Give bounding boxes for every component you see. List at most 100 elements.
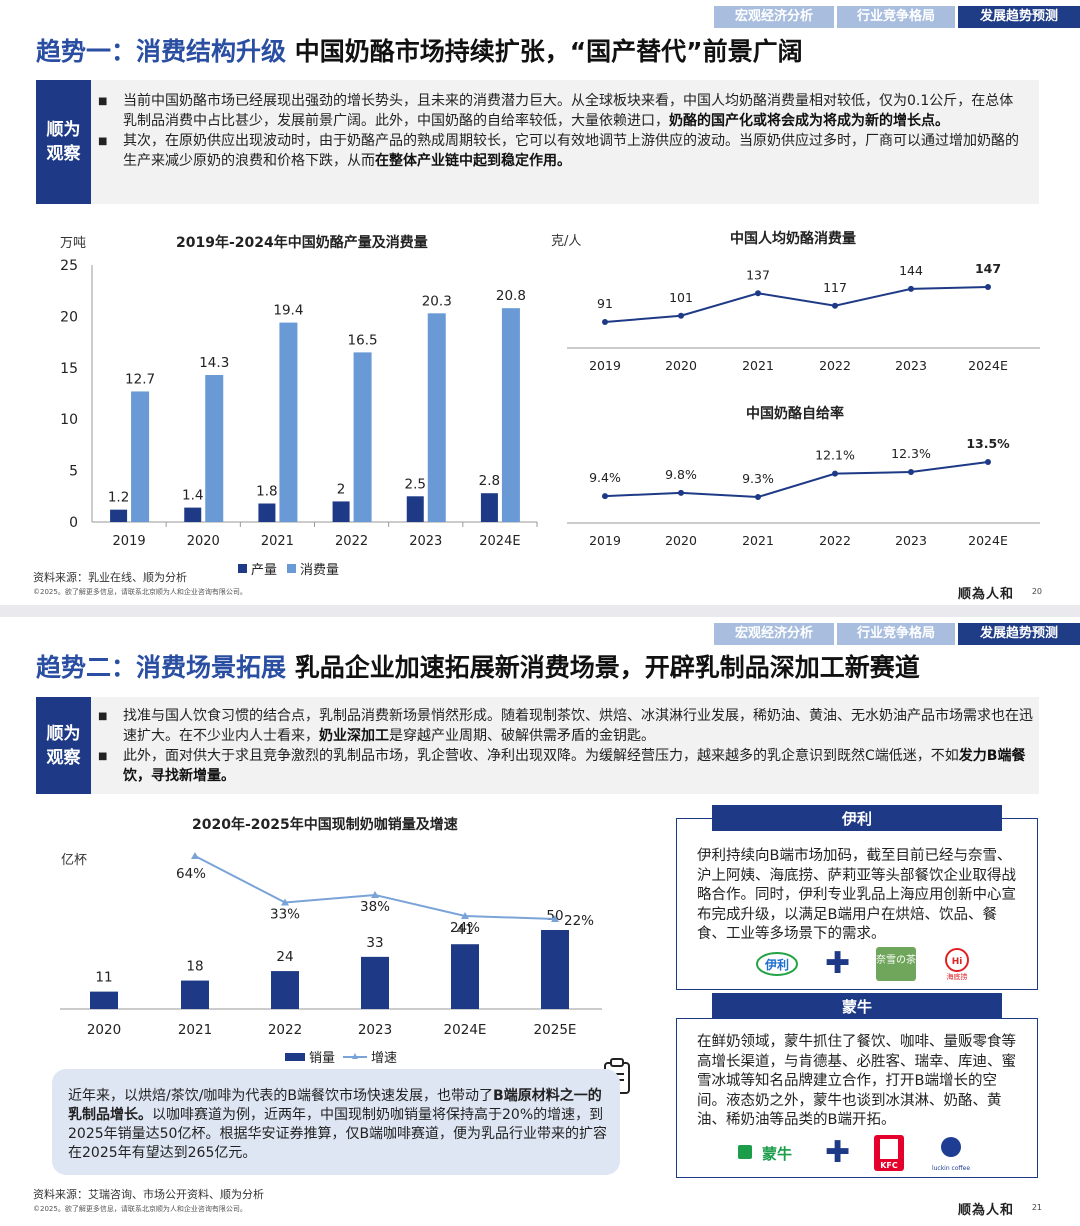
svg-text:伊利: 伊利 [764,957,789,972]
tab-trend-forecast[interactable]: 发展趋势预测 [958,6,1080,28]
chart-unit: 克/人 [551,234,582,249]
plus-icon: ✚ [825,1135,851,1170]
legend-label: 增速 [371,1051,398,1066]
bar-consumption [131,391,150,522]
bullet-item: 当前中国奶酪市场已经展现出强劲的增长势头，且未来的消费潜力巨大。从全球板块来看，… [98,92,1026,131]
observation-tag: 顺为观察 [36,80,91,204]
x-tick-label: 2023 [895,533,927,548]
chart-unit: 亿杯 [61,853,88,868]
mengniu-logo-row: 蒙牛 ✚ KFC luckin coffee [737,1133,974,1173]
data-label: 12.7 [125,371,155,387]
bar-production [184,507,202,522]
bar-production [332,501,350,522]
chart-title: 中国奶酪自给率 [746,406,844,422]
x-tick-label: 2022 [819,358,851,373]
chart-legend: 销量 增速 [285,1047,397,1066]
bullet-item: 找准与国人饮食习惯的结合点，乳制品消费新场景悄然形成。随着现制茶饮、烘焙、冰淇淋… [98,707,1038,746]
growth-label: 64% [176,866,206,882]
x-tick-label: 2023 [409,534,442,549]
title-main: 乳品企业加速拓展新消费场景，开辟乳制品深加工新赛道 [294,653,920,682]
yili-text: 伊利持续向B端市场加码，截至目前已经与奈雪、沪上阿姨、海底捞、萨莉亚等头部餐饮企… [697,848,1016,942]
data-label: 91 [597,296,613,311]
bar-sales [451,944,479,1009]
bar-consumption [279,322,298,522]
series-line [604,461,989,499]
data-label: 137 [746,267,770,282]
data-label: 144 [899,263,923,278]
brand-logo: 顺為人和 [957,1203,1014,1218]
data-label: 1.4 [182,488,203,504]
data-point [755,290,761,297]
data-label: 9.4% [589,470,621,485]
chart-unit: 万吨 [60,236,87,251]
x-tick-label: 2024E [968,533,1008,548]
legend-swatch-sales [285,1052,305,1061]
data-label: 11 [95,970,112,986]
note-box: 近年来，以烘焙/茶饮/咖啡为代表的B端餐饮市场快速发展，也带动了B端原材料之一的… [52,1069,620,1175]
data-label: 16.5 [348,332,378,348]
bar-sales [271,971,299,1009]
data-label: 20.8 [496,288,526,304]
bar-consumption [427,313,446,522]
cheese-production-consumption-chart: 0 5 10 15 20 25 2019 1.2 12.7 2020 1.4 14.3 2021 1.8 1… [60,258,538,549]
bar-production [406,496,424,522]
note-text: 近年来，以烘焙/茶饮/咖啡为代表的B端餐饮市场快速发展，也带动了B端原材料之一的… [68,1088,608,1161]
data-label: 9.3% [742,471,774,486]
data-label: 18 [186,959,203,975]
chart-legend: 产量 消费量 [238,559,339,578]
data-point [602,319,608,325]
svg-text:蒙牛: 蒙牛 [762,1145,792,1163]
x-tick-label: 2024E [479,534,520,549]
data-label: 147 [975,261,1001,276]
data-point [678,489,684,496]
bar-production [258,503,276,522]
observation-list: 找准与国人饮食习惯的结合点，乳制品消费新场景悄然形成。随着现制茶饮、烘焙、冰淇淋… [98,707,1038,787]
source-note: 资料来源：乳业在线、顺为分析 [33,571,187,584]
tab-trend-forecast[interactable]: 发展趋势预测 [958,623,1080,645]
x-tick-label: 2019 [113,534,146,549]
yili-box: 伊利持续向B端市场加码，截至目前已经与奈雪、沪上阿姨、海底捞、萨莉亚等头部餐饮企… [676,818,1038,990]
x-tick-label: 2025E [534,1022,577,1038]
y-tick-label: 20 [60,309,78,325]
data-label: 1.8 [256,483,277,499]
legend-label: 消费量 [300,563,340,578]
growth-label: 38% [360,899,390,915]
x-tick-label: 2022 [335,534,368,549]
yili-logo-row: 伊利 ✚ 奈雪の茶 Hi 海底捞 [755,947,972,981]
data-label: 2 [337,481,346,497]
bullet-item: 其次，在原奶供应出现波动时，由于奶酪产品的熟成周期较长，它可以有效地调节上游供应… [98,132,1026,171]
self-sufficiency-chart: 9.4% 9.8% 9.3% 12.1% 12.3% 13.5% 2019 2020 2021 2… [567,436,1040,548]
luckin-logo-icon: luckin coffee [932,1137,971,1172]
data-label: 2.8 [479,473,500,489]
y-tick-label: 25 [60,258,78,274]
tab-macro-economy[interactable]: 宏观经济分析 [714,6,834,28]
growth-point [281,898,289,906]
mengniu-header: 蒙牛 [712,993,1002,1019]
x-tick-label: 2021 [742,533,774,548]
trend-label: 趋势二：消费场景拓展 [36,653,287,682]
bar-sales [541,930,569,1009]
page-number: 21 [1031,1203,1042,1212]
per-capita-consumption-chart: 91 101 137 117 144 147 2019 2020 2021 2022 2023 202… [567,261,1040,373]
tab-competition[interactable]: 行业竞争格局 [837,623,955,645]
legend-label: 销量 [309,1051,336,1066]
data-point [908,469,914,475]
copyright: ©2025。欲了解更多信息，请联系北京顺为人和企业咨询有限公司。 [33,1205,247,1213]
page-number: 20 [1031,587,1042,596]
observation-box: 顺为观察 找准与国人饮食习惯的结合点，乳制品消费新场景悄然形成。随着现制茶饮、烘… [36,697,1039,794]
tab-competition[interactable]: 行业竞争格局 [837,6,955,28]
observation-list: 当前中国奶酪市场已经展现出强劲的增长势头，且未来的消费潜力巨大。从全球板块来看，… [98,92,1026,172]
bar-production [480,493,498,522]
page-title: 趋势一：消费结构升级 中国奶酪市场持续扩张，“国产替代”前景广阔 [36,32,803,68]
growth-point [371,891,379,898]
tab-macro-economy[interactable]: 宏观经济分析 [714,623,834,645]
yili-header: 伊利 [712,805,1002,831]
bar-consumption [353,352,372,522]
svg-text:海底捞: 海底捞 [947,972,968,981]
mengniu-box: 在鲜奶领域，蒙牛抓住了餐饮、咖啡、量贩零食等高增长渠道，与肯德基、必胜客、瑞幸、… [676,1018,1038,1178]
data-label: 12.1% [815,448,855,463]
trend-label: 趋势一：消费结构升级 [36,37,287,66]
data-label: 12.3% [891,446,931,461]
legend-swatch-growth [343,1052,368,1059]
x-tick-label: 2023 [358,1022,392,1038]
